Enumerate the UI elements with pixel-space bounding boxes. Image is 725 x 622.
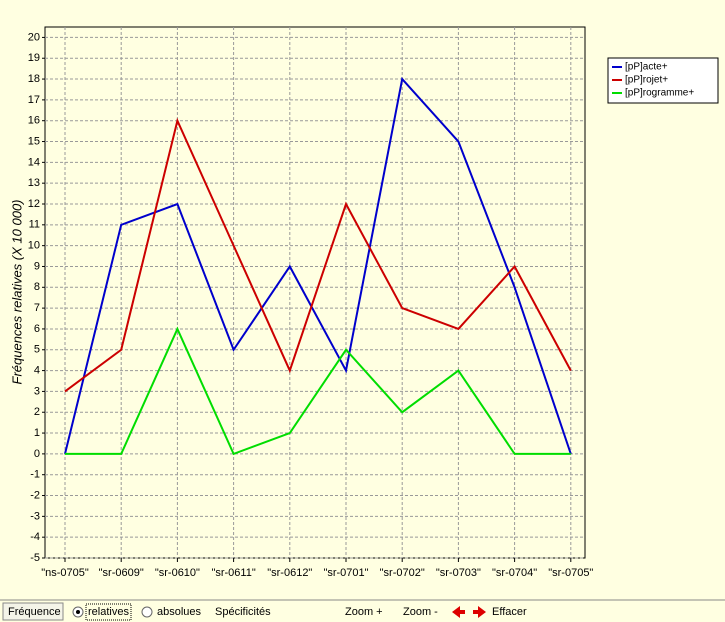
- zoom-in-button[interactable]: Zoom +: [345, 606, 383, 618]
- plot: -5-4-3-2-1012345678910111213141516171819…: [28, 27, 694, 579]
- series-line: [64, 117, 572, 393]
- relatives-label[interactable]: relatives: [88, 606, 129, 618]
- y-tick-label: 13: [28, 177, 40, 189]
- y-tick-label: 3: [34, 385, 40, 397]
- x-tick-label: "sr-0611": [211, 567, 255, 579]
- y-tick-label: 11: [29, 219, 40, 231]
- x-tick-label: "sr-0702": [380, 567, 425, 579]
- radio-absolues[interactable]: [141, 606, 153, 618]
- y-tick-label: -5: [30, 552, 40, 564]
- y-tick-label: -1: [30, 469, 40, 481]
- y-tick-label: 9: [34, 260, 40, 272]
- y-tick-label: 17: [28, 94, 40, 106]
- y-tick-label: 20: [28, 31, 40, 43]
- x-tick-label: "sr-0703": [436, 567, 481, 579]
- y-tick-label: 16: [28, 115, 40, 127]
- series-line: [64, 76, 572, 455]
- y-tick-label: -4: [30, 531, 40, 543]
- x-tick-label: "sr-0705": [548, 567, 593, 579]
- plot-area: [44, 26, 586, 559]
- y-tick-label: 0: [34, 448, 40, 460]
- x-tick-label: "sr-0609": [99, 567, 144, 579]
- y-tick-label: 6: [34, 323, 40, 335]
- radio-dot: [76, 610, 80, 614]
- legend-label: [pP]acte+: [625, 62, 668, 73]
- x-tick-label: "sr-0612": [267, 567, 312, 579]
- focus-box: [85, 603, 132, 621]
- y-tick-label: 8: [34, 281, 40, 293]
- y-tick-label: 7: [34, 302, 40, 314]
- y-tick-label: 15: [28, 135, 40, 147]
- x-tick-label: "sr-0610": [155, 567, 200, 579]
- y-axis-label: Fréquences relatives (X 10 000): [9, 200, 24, 385]
- y-tick-label: 10: [28, 240, 40, 252]
- y-tick-label: 12: [28, 198, 40, 210]
- specificites-button[interactable]: Spécificités: [215, 606, 271, 618]
- x-tick-label: "sr-0701": [323, 567, 368, 579]
- legend-label: [pP]rojet+: [625, 75, 668, 86]
- legend-label: [pP]rogramme+: [625, 88, 694, 99]
- zoom-out-button[interactable]: Zoom -: [403, 606, 438, 618]
- y-tick-label: 18: [28, 73, 40, 85]
- y-tick-label: 5: [34, 344, 40, 356]
- y-tick-label: 19: [28, 52, 40, 64]
- legend: [607, 57, 719, 104]
- absolues-label[interactable]: absolues: [157, 606, 202, 618]
- y-tick-label: 2: [34, 406, 40, 418]
- series-line: [65, 326, 571, 456]
- frequence-button[interactable]: [2, 602, 64, 621]
- arrows-icon[interactable]: [452, 606, 486, 618]
- y-tick-label: -3: [30, 510, 40, 522]
- effacer-button[interactable]: Effacer: [492, 606, 527, 618]
- y-tick-label: 4: [34, 364, 40, 376]
- y-tick-label: 1: [34, 427, 40, 439]
- y-tick-label: 14: [28, 156, 40, 168]
- x-tick-label: "ns-0705": [41, 567, 89, 579]
- y-tick-label: -2: [30, 489, 40, 501]
- x-tick-label: "sr-0704": [492, 567, 537, 579]
- frequence-label: Fréquence: [8, 606, 61, 618]
